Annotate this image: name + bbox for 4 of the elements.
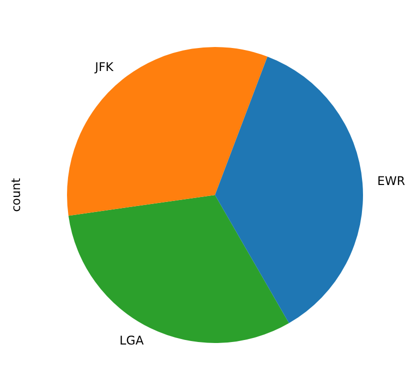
slice-label: JFK (94, 60, 114, 74)
slice-label: EWR (377, 174, 406, 188)
text: count (9, 178, 24, 212)
slice-label: LGA (119, 333, 144, 348)
